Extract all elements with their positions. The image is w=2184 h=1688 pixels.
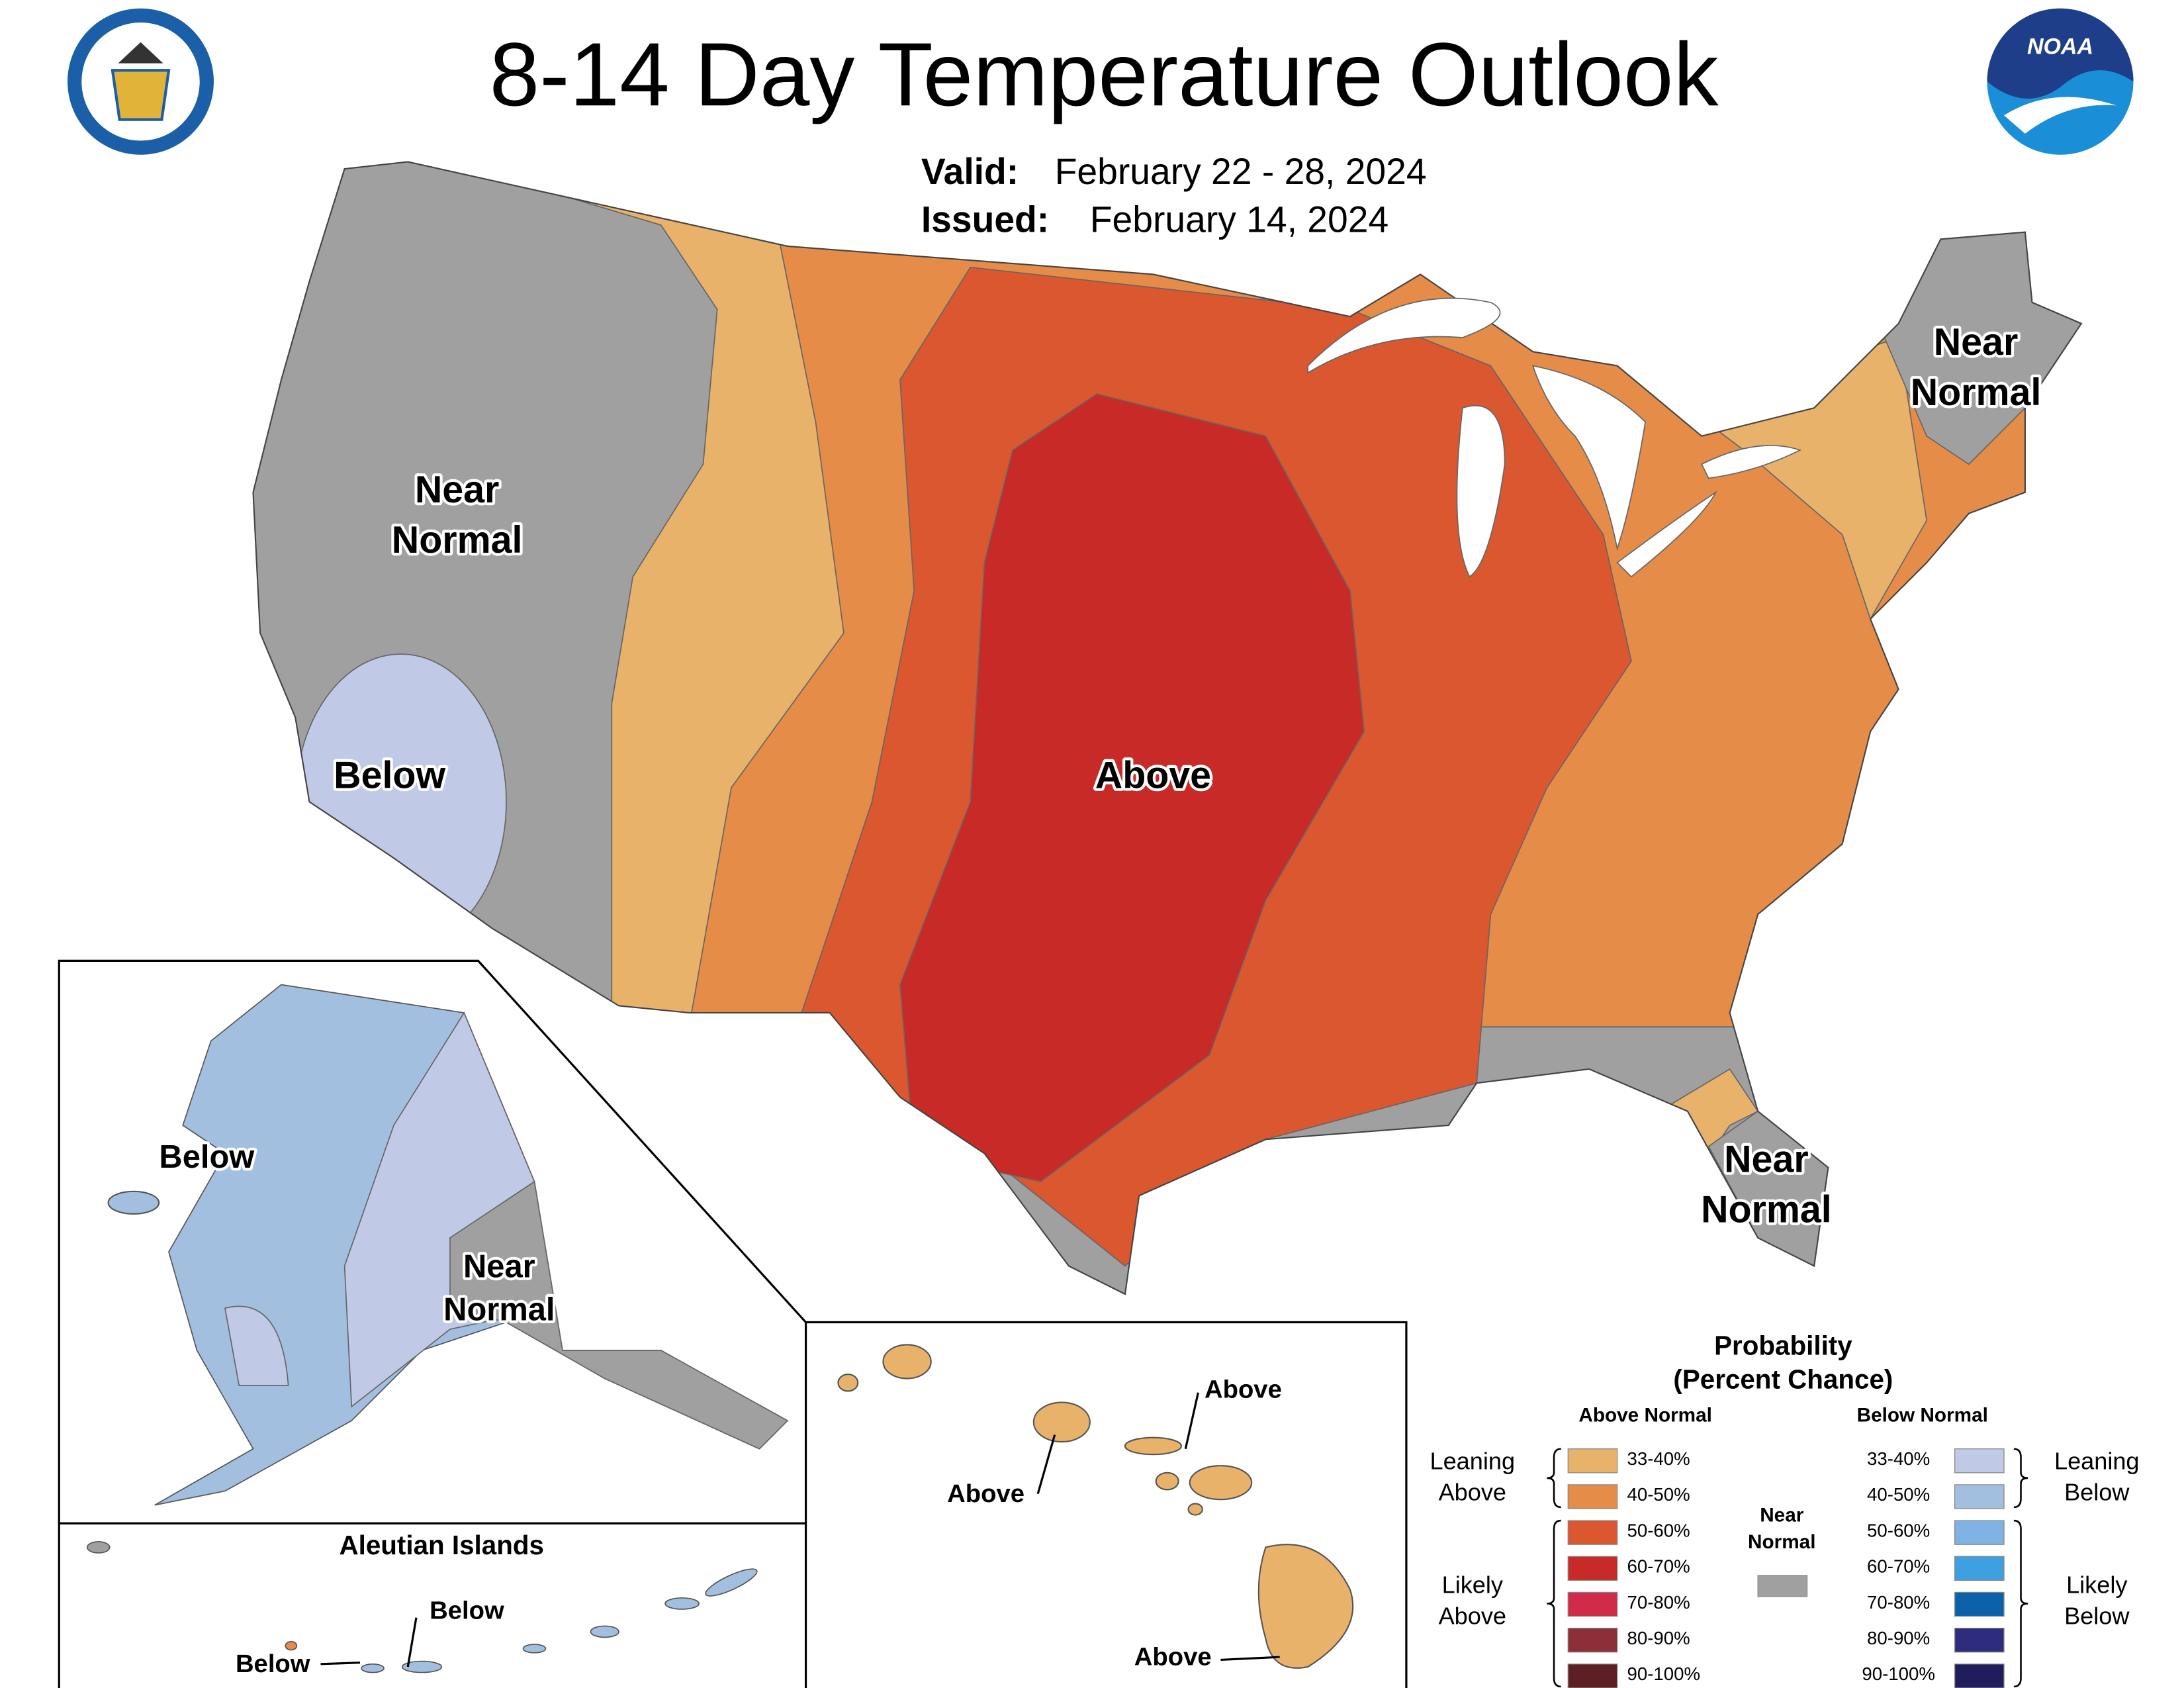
legend-brace <box>2013 1519 2028 1688</box>
legend-label: 80-90% <box>1867 1628 1930 1648</box>
legend-swatch <box>1567 1448 1618 1474</box>
map-label: Below <box>334 754 445 796</box>
legend-brace <box>2013 1448 2028 1509</box>
legend: Probability (Percent Chance) Above Normal B… <box>1430 1330 2140 1688</box>
map-label: Normal <box>392 519 523 561</box>
legend-near-label: Near <box>1760 1505 1804 1526</box>
legend-swatch <box>1954 1448 2005 1474</box>
map-label: Below <box>159 1139 255 1175</box>
conus-outline <box>252 161 2083 1295</box>
legend-swatch <box>1954 1520 2005 1545</box>
legend-bracket-label: Below <box>2064 1478 2130 1505</box>
legend-swatch <box>1567 1664 1618 1688</box>
map-label: Above <box>947 1479 1024 1508</box>
valid-dates: February 22 - 28, 2024 <box>1055 151 1427 192</box>
legend-swatch <box>1567 1591 1618 1617</box>
legend-brace <box>1547 1448 1561 1509</box>
map-label: Near <box>1934 321 2019 363</box>
legend-label: 50-60% <box>1867 1520 1930 1540</box>
issued-date: February 14, 2024 <box>1090 199 1388 240</box>
legend-near-label: Normal <box>1748 1531 1815 1553</box>
legend-swatch <box>1954 1591 2005 1617</box>
legend-label: 70-80% <box>1867 1592 1930 1613</box>
map-label: Near <box>415 469 500 511</box>
noaa-logo: NOAA <box>1987 8 2134 155</box>
legend-label: 80-90% <box>1627 1628 1690 1648</box>
map-label: Below <box>430 1596 504 1624</box>
legend-swatch <box>1954 1628 2005 1653</box>
legend-bracket-label: Below <box>2064 1602 2130 1629</box>
issued-label: Issued: <box>921 199 1049 240</box>
legend-swatch <box>1954 1484 2005 1509</box>
legend-label: 50-60% <box>1627 1520 1690 1540</box>
legend-label: 70-80% <box>1627 1592 1690 1613</box>
legend-swatch <box>1567 1484 1618 1509</box>
legend-bracket-label: Leaning <box>2054 1448 2140 1475</box>
aleutian-islands <box>86 1541 758 1673</box>
valid-label: Valid: <box>921 151 1019 192</box>
legend-header: Above Normal <box>1578 1405 1712 1427</box>
legend-swatch <box>1954 1556 2005 1581</box>
legend-label: 40-50% <box>1867 1484 1930 1505</box>
map-label: Near <box>1724 1138 1809 1180</box>
legend-label: 60-70% <box>1867 1556 1930 1577</box>
legend-label: 90-100% <box>1862 1664 1935 1684</box>
alaska-map <box>107 984 789 1506</box>
legend-swatch <box>1954 1664 2005 1688</box>
map-label: Normal <box>1701 1189 1832 1231</box>
legend-bracket-label: Leaning <box>1430 1448 1516 1475</box>
commerce-seal <box>67 8 214 155</box>
legend-bracket-label: Above <box>1439 1602 1506 1629</box>
map-label: Normal <box>443 1292 555 1328</box>
legend-label: 40-50% <box>1627 1484 1690 1505</box>
map-labels: Near Normal Below Above Near Normal Near Normal… <box>156 318 2044 1681</box>
legend-label: 60-70% <box>1627 1556 1690 1577</box>
hawaii-islands <box>837 1344 1354 1669</box>
legend-swatch <box>1567 1556 1618 1581</box>
legend-bracket-label: Likely <box>2066 1571 2127 1599</box>
aleutian-title: Aleutian Islands <box>339 1530 544 1560</box>
map-label: Normal <box>1911 371 2042 414</box>
callout-lines <box>320 1392 1280 1667</box>
legend-bracket-label: Likely <box>1442 1571 1503 1599</box>
legend-swatch <box>1757 1575 1808 1597</box>
map-label: Above <box>1095 754 1211 796</box>
legend-swatch <box>1567 1520 1618 1545</box>
legend-title: (Percent Chance) <box>1673 1364 1893 1394</box>
legend-label: 33-40% <box>1867 1448 1930 1469</box>
map-label: Above <box>1134 1642 1212 1671</box>
great-lakes <box>1307 297 1802 578</box>
legend-label: 90-100% <box>1627 1664 1701 1684</box>
noaa-logo-text: NOAA <box>2027 34 2093 59</box>
map-label: Near <box>463 1249 535 1285</box>
legend-bracket-label: Above <box>1439 1478 1506 1505</box>
legend-label: 33-40% <box>1627 1448 1690 1469</box>
legend-swatch <box>1567 1628 1618 1653</box>
title: 8-14 Day Temperature Outlook <box>490 24 1719 124</box>
legend-header: Below Normal <box>1857 1405 1988 1427</box>
legend-brace <box>1547 1519 1561 1688</box>
legend-title: Probability <box>1714 1330 1852 1360</box>
map-label: Below <box>236 1650 310 1678</box>
map-label: Above <box>1205 1376 1282 1404</box>
